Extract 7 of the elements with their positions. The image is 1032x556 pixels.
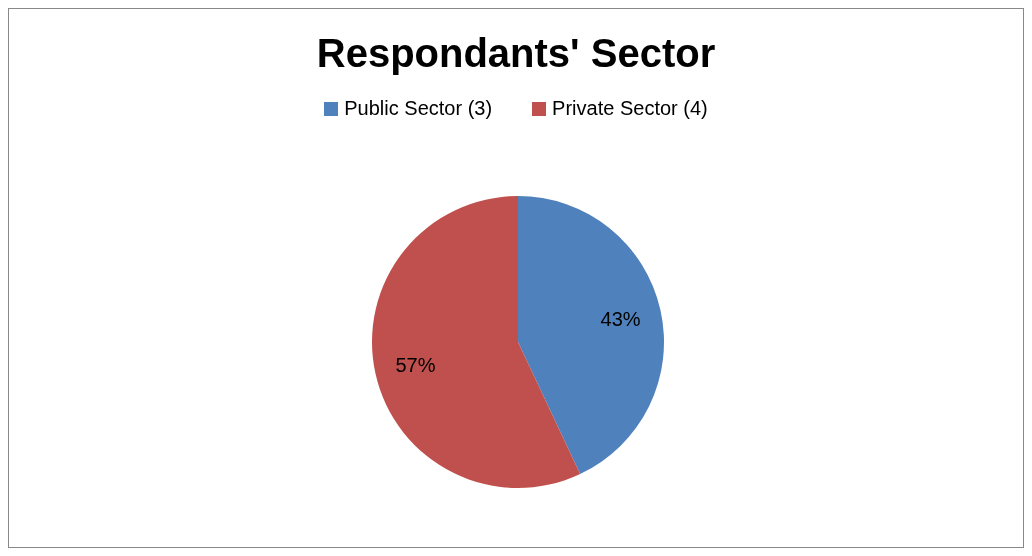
data-label: 57%	[395, 353, 436, 376]
legend-label: Public Sector (3)	[344, 97, 493, 120]
pie-slice	[372, 196, 581, 488]
legend-label: Private Sector (4)	[552, 97, 708, 120]
chart-title: Respondants' Sector	[315, 31, 717, 77]
data-label: 43%	[600, 308, 641, 331]
pie-slice	[518, 196, 664, 475]
